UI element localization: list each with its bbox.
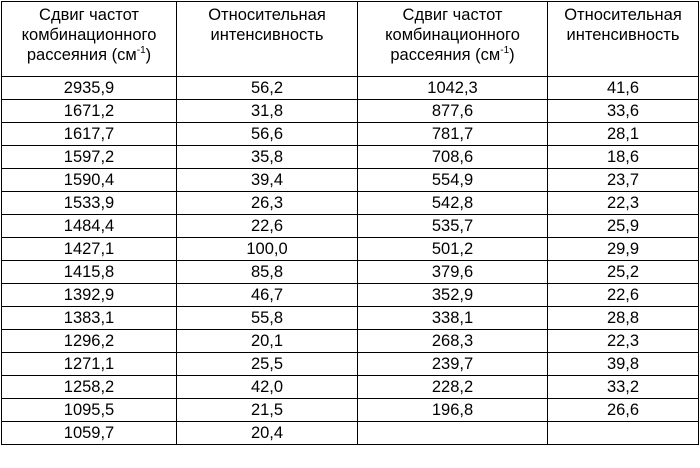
cell-intensity-left: 56,6 [176, 122, 358, 146]
cell-intensity-left: 20,4 [176, 421, 358, 445]
cell-shift-right: 781,7 [357, 122, 548, 146]
cell-shift-right: 196,8 [357, 398, 548, 422]
cell-shift-right [357, 421, 548, 445]
raman-shift-table: Сдвиг частот комбинационного рассеяния (… [1, 1, 699, 445]
table-row: 1258,2 42,0 228,2 33,2 [1, 375, 699, 399]
table-row: 1383,1 55,8 338,1 28,8 [1, 306, 699, 330]
cell-shift-left: 1392,9 [1, 283, 177, 307]
cell-intensity-left: 85,8 [176, 260, 358, 284]
cell-intensity-right: 22,3 [547, 329, 699, 353]
cell-intensity-right [547, 421, 699, 445]
cell-intensity-left: 46,7 [176, 283, 358, 307]
table-row: 1590,4 39,4 554,9 23,7 [1, 168, 699, 192]
cell-shift-right: 268,3 [357, 329, 548, 353]
table-row: 1533,9 26,3 542,8 22,3 [1, 191, 699, 215]
cell-shift-left: 1671,2 [1, 99, 177, 123]
cell-shift-left: 1597,2 [1, 145, 177, 169]
cell-intensity-right: 23,7 [547, 168, 699, 192]
cell-shift-left: 1617,7 [1, 122, 177, 146]
cell-intensity-right: 25,9 [547, 214, 699, 238]
cell-intensity-right: 33,6 [547, 99, 699, 123]
cell-intensity-right: 26,6 [547, 398, 699, 422]
table-row: 1271,1 25,5 239,7 39,8 [1, 352, 699, 376]
cell-shift-left: 1427,1 [1, 237, 177, 261]
table-row: 1095,5 21,5 196,8 26,6 [1, 398, 699, 422]
cell-intensity-right: 22,3 [547, 191, 699, 215]
cell-intensity-left: 25,5 [176, 352, 358, 376]
cell-intensity-left: 35,8 [176, 145, 358, 169]
cell-intensity-right: 33,2 [547, 375, 699, 399]
cell-intensity-left: 55,8 [176, 306, 358, 330]
cell-shift-left: 1415,8 [1, 260, 177, 284]
table-row: 1059,7 20,4 [1, 421, 699, 445]
cell-shift-right: 877,6 [357, 99, 548, 123]
cell-intensity-right: 22,6 [547, 283, 699, 307]
table-body: 2935,9 56,2 1042,3 41,6 1671,2 31,8 877,6 33,6 1… [1, 76, 699, 445]
cell-intensity-left: 42,0 [176, 375, 358, 399]
cell-shift-right: 228,2 [357, 375, 548, 399]
cell-shift-right: 542,8 [357, 191, 548, 215]
cell-shift-left: 1258,2 [1, 375, 177, 399]
cell-intensity-right: 28,8 [547, 306, 699, 330]
cell-shift-left: 1296,2 [1, 329, 177, 353]
cell-shift-left: 1383,1 [1, 306, 177, 330]
cell-intensity-right: 18,6 [547, 145, 699, 169]
cell-shift-left: 1590,4 [1, 168, 177, 192]
cell-shift-right: 501,2 [357, 237, 548, 261]
cell-intensity-left: 31,8 [176, 99, 358, 123]
table-row: 1392,9 46,7 352,9 22,6 [1, 283, 699, 307]
table-row: 1415,8 85,8 379,6 25,2 [1, 260, 699, 284]
table-row: 2935,9 56,2 1042,3 41,6 [1, 76, 699, 100]
cell-shift-left: 1533,9 [1, 191, 177, 215]
cell-intensity-right: 25,2 [547, 260, 699, 284]
cell-shift-left: 1484,4 [1, 214, 177, 238]
table-row: 1427,1 100,0 501,2 29,9 [1, 237, 699, 261]
cell-intensity-right: 41,6 [547, 76, 699, 100]
cell-shift-right: 708,6 [357, 145, 548, 169]
table-header: Сдвиг частот комбинационного рассеяния (… [1, 1, 699, 77]
cell-shift-right: 239,7 [357, 352, 548, 376]
cell-shift-left: 1271,1 [1, 352, 177, 376]
cell-shift-right: 379,6 [357, 260, 548, 284]
cell-intensity-left: 100,0 [176, 237, 358, 261]
cell-intensity-left: 20,1 [176, 329, 358, 353]
table-row: 1296,2 20,1 268,3 22,3 [1, 329, 699, 353]
cell-shift-left: 2935,9 [1, 76, 177, 100]
header-shift-left: Сдвиг частот комбинационного рассеяния (… [1, 1, 177, 77]
table-row: 1671,2 31,8 877,6 33,6 [1, 99, 699, 123]
header-row: Сдвиг частот комбинационного рассеяния (… [1, 1, 699, 77]
cell-shift-right: 535,7 [357, 214, 548, 238]
cell-shift-left: 1059,7 [1, 421, 177, 445]
cell-intensity-left: 39,4 [176, 168, 358, 192]
cell-intensity-left: 26,3 [176, 191, 358, 215]
cell-intensity-left: 21,5 [176, 398, 358, 422]
cell-intensity-left: 22,6 [176, 214, 358, 238]
cell-intensity-right: 28,1 [547, 122, 699, 146]
table-row: 1484,4 22,6 535,7 25,9 [1, 214, 699, 238]
cell-shift-right: 352,9 [357, 283, 548, 307]
table-row: 1617,7 56,6 781,7 28,1 [1, 122, 699, 146]
header-shift-right: Сдвиг частот комбинационного рассеяния (… [357, 1, 548, 77]
cell-intensity-left: 56,2 [176, 76, 358, 100]
cell-intensity-right: 39,8 [547, 352, 699, 376]
cell-intensity-right: 29,9 [547, 237, 699, 261]
table-row: 1597,2 35,8 708,6 18,6 [1, 145, 699, 169]
header-intensity-right: Относительная интенсивность [547, 1, 699, 77]
cell-shift-right: 1042,3 [357, 76, 548, 100]
cell-shift-left: 1095,5 [1, 398, 177, 422]
cell-shift-right: 338,1 [357, 306, 548, 330]
cell-shift-right: 554,9 [357, 168, 548, 192]
header-intensity-left: Относительная интенсивность [176, 1, 358, 77]
